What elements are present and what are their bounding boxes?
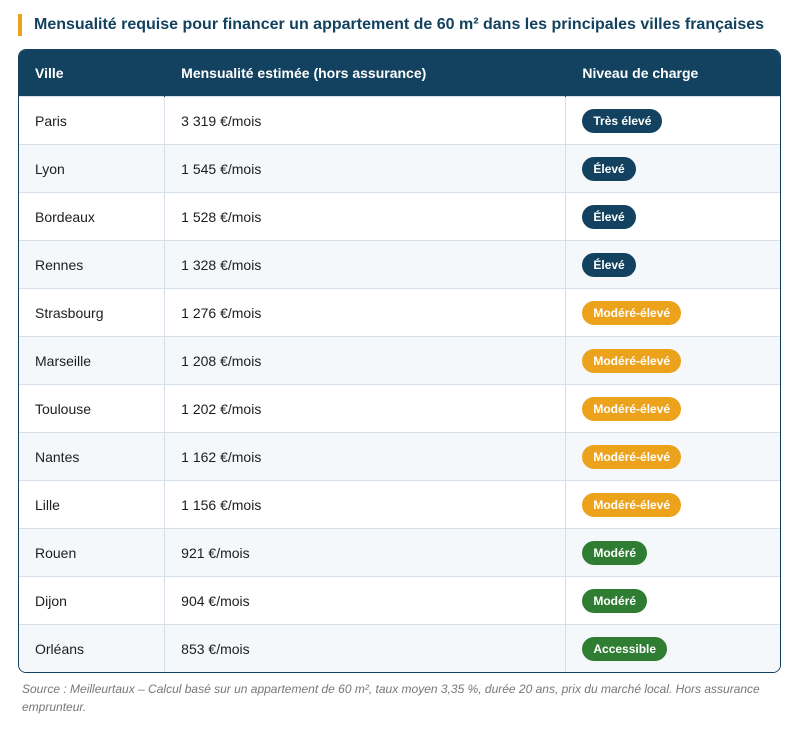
table-head: Ville Mensualité estimée (hors assurance)… [19, 50, 780, 97]
level-badge: Élevé [582, 156, 636, 181]
table-body: Paris 3 319 €/mois Très élevé Lyon 1 545 €/m… [19, 96, 780, 672]
table-row: Rennes 1 328 €/mois Élevé [19, 240, 780, 289]
level-cell: Modéré-élevé [565, 432, 780, 481]
level-cell: Très élevé [565, 96, 780, 145]
column-header: Niveau de charge [565, 50, 780, 97]
city-cell: Nantes [19, 432, 165, 481]
level-cell: Modéré-élevé [565, 336, 780, 385]
city-cell: Strasbourg [19, 288, 165, 337]
city-cell: Rennes [19, 240, 165, 289]
level-cell: Élevé [565, 144, 780, 193]
level-badge: Modéré-élevé [582, 396, 682, 421]
payment-cell: 1 156 €/mois [164, 480, 566, 529]
payment-cell: 1 276 €/mois [164, 288, 566, 337]
payment-cell: 1 328 €/mois [164, 240, 566, 289]
level-badge: Élevé [582, 252, 636, 277]
payment-cell: 1 162 €/mois [164, 432, 566, 481]
payment-cell: 904 €/mois [164, 576, 566, 625]
table-container: Ville Mensualité estimée (hors assurance)… [18, 49, 781, 673]
header-row: Ville Mensualité estimée (hors assurance)… [19, 50, 780, 97]
table-row: Marseille 1 208 €/mois Modéré-élevé [19, 336, 780, 385]
table-row: Strasbourg 1 276 €/mois Modéré-élevé [19, 288, 780, 337]
source-note: Source : Meilleurtaux – Calcul basé sur … [22, 682, 760, 714]
table-row: Orléans 853 €/mois Accessible [19, 624, 780, 672]
payment-cell: 1 208 €/mois [164, 336, 566, 385]
table-row: Toulouse 1 202 €/mois Modéré-élevé [19, 384, 780, 433]
payment-cell: 1 545 €/mois [164, 144, 566, 193]
city-cell: Rouen [19, 528, 165, 577]
level-badge: Très élevé [582, 108, 663, 133]
column-header: Ville [19, 50, 165, 97]
level-badge: Modéré-élevé [582, 492, 682, 517]
level-cell: Accessible [565, 624, 780, 672]
city-cell: Bordeaux [19, 192, 165, 241]
table-row: Lille 1 156 €/mois Modéré-élevé [19, 480, 780, 529]
level-badge: Modéré [582, 588, 648, 613]
city-cell: Toulouse [19, 384, 165, 433]
column-header: Mensualité estimée (hors assurance) [164, 50, 566, 97]
payment-cell: 853 €/mois [164, 624, 566, 672]
level-cell: Modéré-élevé [565, 288, 780, 337]
payment-cell: 3 319 €/mois [164, 96, 566, 145]
table: Ville Mensualité estimée (hors assurance)… [19, 50, 780, 672]
title: Mensualité requise pour financer un appa… [18, 14, 764, 36]
payment-cell: 1 528 €/mois [164, 192, 566, 241]
level-badge: Modéré-élevé [582, 348, 682, 373]
table-row: Nantes 1 162 €/mois Modéré-élevé [19, 432, 780, 481]
level-badge: Accessible [582, 636, 668, 661]
city-cell: Lyon [19, 144, 165, 193]
payment-cell: 921 €/mois [164, 528, 566, 577]
level-badge: Modéré-élevé [582, 444, 682, 469]
city-cell: Dijon [19, 576, 165, 625]
level-cell: Élevé [565, 192, 780, 241]
city-cell: Lille [19, 480, 165, 529]
level-badge: Élevé [582, 204, 636, 229]
city-cell: Marseille [19, 336, 165, 385]
level-cell: Élevé [565, 240, 780, 289]
payment-cell: 1 202 €/mois [164, 384, 566, 433]
city-cell: Orléans [19, 624, 165, 672]
city-cell: Paris [19, 96, 165, 145]
table-row: Rouen 921 €/mois Modéré [19, 528, 780, 577]
table-row: Lyon 1 545 €/mois Élevé [19, 144, 780, 193]
level-cell: Modéré [565, 576, 780, 625]
table-row: Dijon 904 €/mois Modéré [19, 576, 780, 625]
table-row: Bordeaux 1 528 €/mois Élevé [19, 192, 780, 241]
level-badge: Modéré [582, 540, 648, 565]
level-cell: Modéré [565, 528, 780, 577]
level-cell: Modéré-élevé [565, 384, 780, 433]
level-badge: Modéré-élevé [582, 300, 682, 325]
table-row: Paris 3 319 €/mois Très élevé [19, 96, 780, 145]
level-cell: Modéré-élevé [565, 480, 780, 529]
